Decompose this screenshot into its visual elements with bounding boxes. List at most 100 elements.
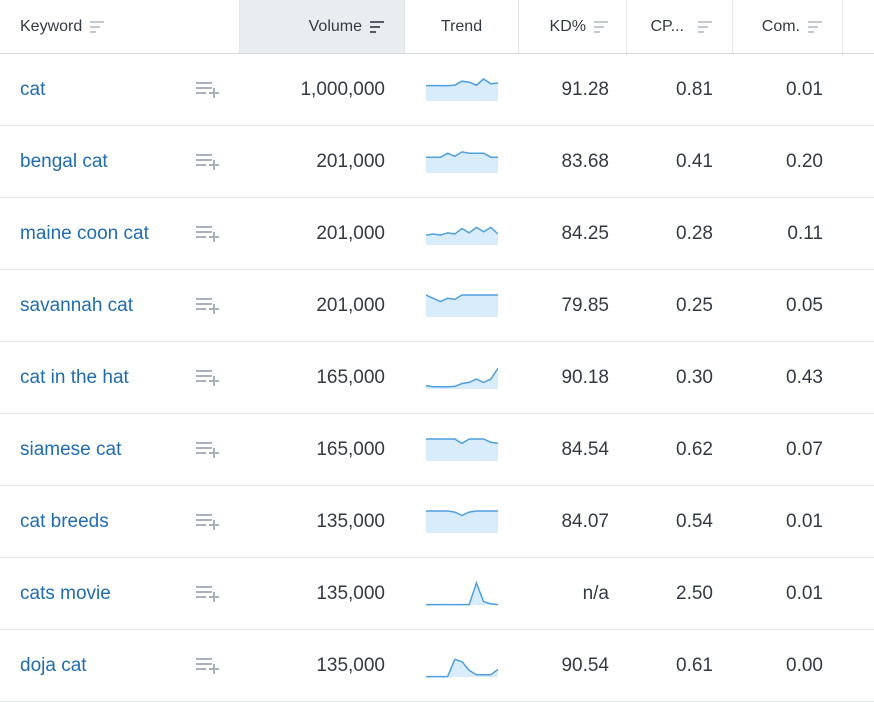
table-header: Keyword Volume Trend KD% CP... — [0, 0, 874, 54]
trend-sparkline — [426, 77, 498, 101]
trend-cell — [405, 653, 519, 679]
column-header-volume[interactable]: Volume — [240, 0, 405, 53]
trend-sparkline — [426, 509, 498, 533]
table-row: siamese cat 165,000 84.54 0.62 0.07 — [0, 414, 874, 486]
trend-cell — [405, 221, 519, 247]
trend-cell — [405, 293, 519, 319]
com-cell: 0.01 — [786, 510, 823, 532]
keyword-link[interactable]: maine coon cat — [20, 222, 149, 244]
column-header-label: Volume — [308, 17, 362, 35]
keyword-cell: cat in the hat — [0, 367, 190, 389]
cpc-cell: 0.25 — [676, 294, 713, 316]
add-to-list-icon[interactable] — [196, 153, 220, 171]
cpc-cell: 0.28 — [676, 222, 713, 244]
volume-cell: 201,000 — [316, 294, 385, 316]
sparkline-area — [426, 510, 498, 533]
keyword-link[interactable]: cats movie — [20, 582, 111, 604]
sort-icon[interactable] — [808, 20, 822, 33]
sparkline-area — [426, 294, 498, 317]
table-row: savannah cat 201,000 79.85 0.25 0.05 — [0, 270, 874, 342]
table-row: doja cat 135,000 90.54 0.61 0.00 — [0, 630, 874, 702]
keyword-cell: bengal cat — [0, 151, 190, 173]
kd-cell: 90.18 — [561, 366, 609, 388]
sparkline-area — [426, 582, 498, 605]
add-to-list-icon[interactable] — [196, 297, 220, 315]
sparkline-area — [426, 151, 498, 173]
keyword-cell: cats movie — [0, 583, 190, 605]
kd-cell: 79.85 — [561, 294, 609, 316]
cpc-cell: 0.41 — [676, 150, 713, 172]
add-cell — [190, 585, 240, 603]
sparkline-line — [426, 657, 498, 677]
trend-cell — [405, 509, 519, 535]
keyword-link[interactable]: cat in the hat — [20, 366, 129, 388]
trend-sparkline — [426, 150, 498, 173]
add-to-list-icon[interactable] — [196, 369, 220, 387]
keyword-link[interactable]: siamese cat — [20, 438, 122, 460]
kd-cell: 84.54 — [561, 438, 609, 460]
sparkline-area — [426, 226, 498, 245]
kd-cell: 90.54 — [561, 654, 609, 676]
keyword-link[interactable]: cat — [20, 78, 46, 100]
column-header-label: Com. — [761, 17, 800, 35]
keyword-link[interactable]: bengal cat — [20, 150, 108, 172]
cpc-cell: 0.62 — [676, 438, 713, 460]
cpc-cell: 0.61 — [676, 654, 713, 676]
volume-cell: 135,000 — [316, 510, 385, 532]
sparkline-line — [426, 77, 498, 86]
add-cell — [190, 297, 240, 315]
keyword-cell: cat breeds — [0, 511, 190, 533]
sparkline-line — [426, 580, 498, 605]
sparkline-area — [426, 658, 498, 677]
table-row: bengal cat 201,000 83.68 0.41 0.20 — [0, 126, 874, 198]
volume-cell: 135,000 — [316, 582, 385, 604]
keyword-cell: doja cat — [0, 655, 190, 677]
sparkline-area — [426, 78, 498, 101]
sparkline-line — [426, 225, 498, 236]
add-to-list-icon[interactable] — [196, 225, 220, 243]
sparkline-line — [426, 367, 498, 388]
add-to-list-icon[interactable] — [196, 441, 220, 459]
table-row: cat breeds 135,000 84.07 0.54 0.01 — [0, 486, 874, 558]
keyword-link[interactable]: cat breeds — [20, 510, 109, 532]
sort-icon[interactable] — [698, 20, 712, 33]
trend-cell — [405, 77, 519, 103]
trend-cell — [405, 149, 519, 175]
add-to-list-icon[interactable] — [196, 657, 220, 675]
add-cell — [190, 225, 240, 243]
column-header-trend: Trend — [405, 0, 519, 53]
column-header-kd[interactable]: KD% — [519, 0, 627, 53]
column-header-label: CP... — [650, 17, 685, 35]
volume-cell: 165,000 — [316, 438, 385, 460]
column-header-cpc[interactable]: CP... — [627, 0, 733, 53]
volume-cell: 1,000,000 — [300, 78, 385, 100]
add-to-list-icon[interactable] — [196, 513, 220, 531]
sort-icon[interactable] — [90, 20, 105, 33]
cpc-cell: 0.54 — [676, 510, 713, 532]
sparkline-area — [426, 367, 498, 389]
com-cell: 0.11 — [787, 222, 823, 244]
add-cell — [190, 657, 240, 675]
sparkline-line — [426, 293, 498, 302]
keyword-link[interactable]: savannah cat — [20, 294, 134, 316]
table-row: maine coon cat 201,000 84.25 0.28 0.11 — [0, 198, 874, 270]
add-cell — [190, 81, 240, 99]
volume-cell: 201,000 — [316, 222, 385, 244]
table-row: cat in the hat 165,000 90.18 0.30 0.43 — [0, 342, 874, 414]
kd-cell: 91.28 — [561, 78, 609, 100]
kd-cell: 83.68 — [561, 150, 609, 172]
column-header-com[interactable]: Com. — [733, 0, 843, 53]
add-to-list-icon[interactable] — [196, 81, 220, 99]
keyword-link[interactable]: doja cat — [20, 654, 87, 676]
add-to-list-icon[interactable] — [196, 585, 220, 603]
sort-icon[interactable] — [594, 20, 608, 33]
com-cell: 0.00 — [786, 654, 823, 676]
com-cell: 0.01 — [786, 582, 823, 604]
cpc-cell: 0.30 — [676, 366, 713, 388]
add-cell — [190, 513, 240, 531]
column-header-keyword[interactable]: Keyword — [0, 0, 240, 53]
sort-icon[interactable] — [370, 20, 384, 33]
table-body: cat 1,000,000 91.28 0.81 0.01 bengal cat — [0, 54, 874, 702]
sparkline-area — [426, 438, 498, 461]
